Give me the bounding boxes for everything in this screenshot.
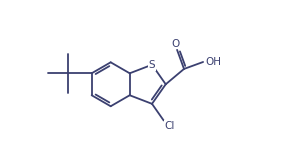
Text: S: S (149, 60, 155, 70)
Text: O: O (172, 39, 180, 49)
Text: OH: OH (205, 57, 221, 67)
Text: Cl: Cl (165, 121, 175, 131)
